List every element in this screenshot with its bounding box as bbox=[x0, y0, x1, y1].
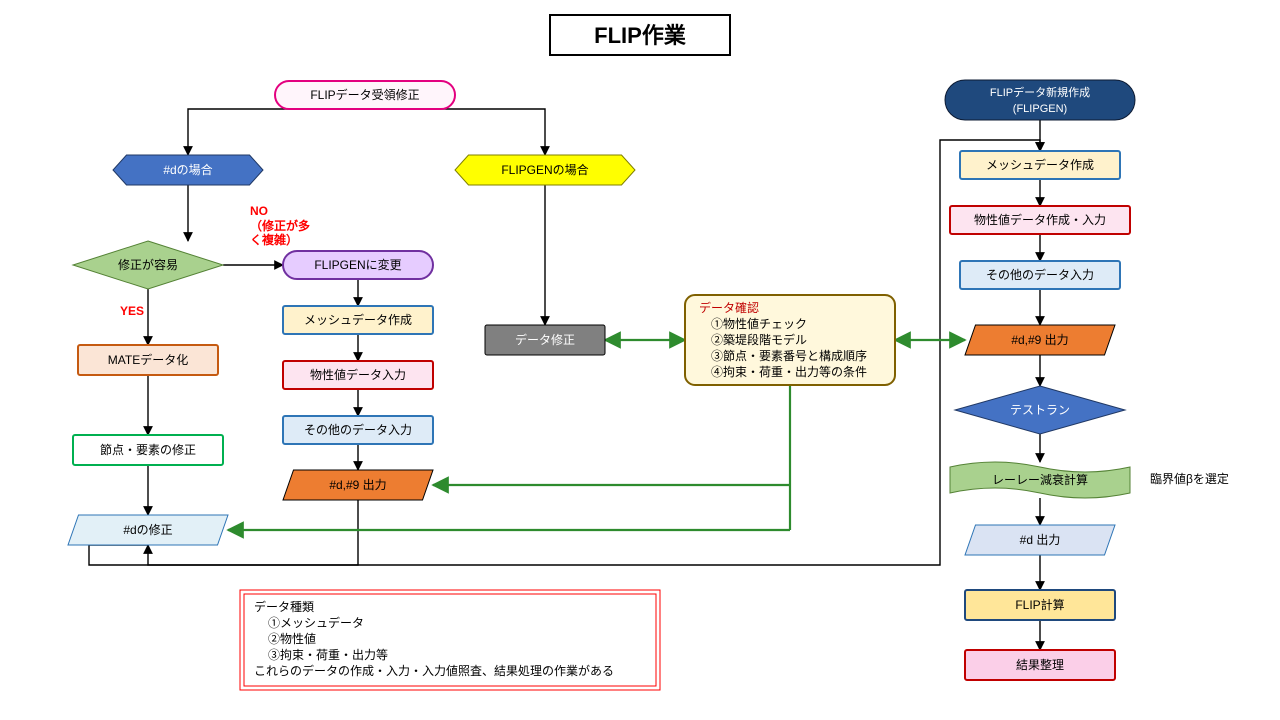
svg-text:(FLIPGEN): (FLIPGEN) bbox=[1013, 103, 1067, 115]
svg-text:レーレー減衰計算: レーレー減衰計算 bbox=[992, 472, 1088, 487]
svg-text:②物性値: ②物性値 bbox=[268, 631, 316, 646]
svg-text:節点・要素の修正: 節点・要素の修正 bbox=[100, 442, 196, 457]
svg-text:く複雑）: く複雑） bbox=[250, 232, 298, 247]
edge bbox=[365, 109, 545, 155]
svg-text:③節点・要素番号と構成順序: ③節点・要素番号と構成順序 bbox=[711, 348, 867, 363]
svg-text:FLIPGENの場合: FLIPGENの場合 bbox=[501, 162, 588, 177]
svg-text:②築堤段階モデル: ②築堤段階モデル bbox=[711, 332, 807, 347]
svg-text:FLIPデータ新規作成: FLIPデータ新規作成 bbox=[990, 85, 1090, 99]
svg-text:修正が容易: 修正が容易 bbox=[118, 257, 178, 272]
svg-text:#dの修正: #dの修正 bbox=[123, 522, 172, 537]
svg-text:#dの場合: #dの場合 bbox=[163, 162, 212, 177]
svg-text:#d,#9 出力: #d,#9 出力 bbox=[1011, 333, 1068, 347]
label-yes: YES bbox=[120, 304, 144, 318]
svg-text:FLIPデータ受領修正: FLIPデータ受領修正 bbox=[310, 87, 419, 102]
flowchart-canvas: FLIP作業 FLIPデータ受領修正 FLIPデータ新規作成 (FLIPGEN) #dの… bbox=[0, 0, 1280, 720]
svg-text:物性値データ入力: 物性値データ入力 bbox=[310, 367, 406, 382]
svg-text:物性値データ作成・入力: 物性値データ作成・入力 bbox=[974, 212, 1106, 227]
svg-text:MATEデータ化: MATEデータ化 bbox=[108, 352, 188, 367]
svg-text:③拘束・荷重・出力等: ③拘束・荷重・出力等 bbox=[268, 648, 388, 662]
svg-text:#d,#9 出力: #d,#9 出力 bbox=[329, 478, 386, 492]
svg-text:これらのデータの作成・入力・入力値照査、結果処理の作業がある: これらのデータの作成・入力・入力値照査、結果処理の作業がある bbox=[254, 663, 614, 678]
svg-text:#d 出力: #d 出力 bbox=[1020, 533, 1061, 547]
svg-text:（修正が多: （修正が多 bbox=[250, 218, 310, 233]
svg-text:メッシュデータ作成: メッシュデータ作成 bbox=[986, 157, 1094, 172]
svg-text:データ種類: データ種類 bbox=[254, 599, 314, 614]
label-no: NO bbox=[250, 204, 268, 218]
svg-text:メッシュデータ作成: メッシュデータ作成 bbox=[304, 312, 412, 327]
svg-text:①メッシュデータ: ①メッシュデータ bbox=[268, 615, 364, 630]
svg-text:①物性値チェック: ①物性値チェック bbox=[711, 316, 807, 331]
svg-text:FLIPGENに変更: FLIPGENに変更 bbox=[314, 257, 401, 272]
svg-text:その他のデータ入力: その他のデータ入力 bbox=[304, 422, 412, 437]
svg-text:データ修正: データ修正 bbox=[515, 332, 575, 347]
svg-text:④拘束・荷重・出力等の条件: ④拘束・荷重・出力等の条件 bbox=[711, 365, 867, 379]
svg-text:FLIP作業: FLIP作業 bbox=[594, 23, 687, 48]
svg-text:その他のデータ入力: その他のデータ入力 bbox=[986, 267, 1094, 282]
svg-text:結果整理: 結果整理 bbox=[1016, 657, 1064, 672]
label-beta: 臨界値βを選定 bbox=[1150, 471, 1229, 486]
svg-text:FLIP計算: FLIP計算 bbox=[1015, 597, 1064, 612]
svg-text:テストラン: テストラン bbox=[1010, 403, 1070, 417]
edge bbox=[188, 109, 365, 155]
svg-text:データ確認: データ確認 bbox=[699, 300, 759, 315]
